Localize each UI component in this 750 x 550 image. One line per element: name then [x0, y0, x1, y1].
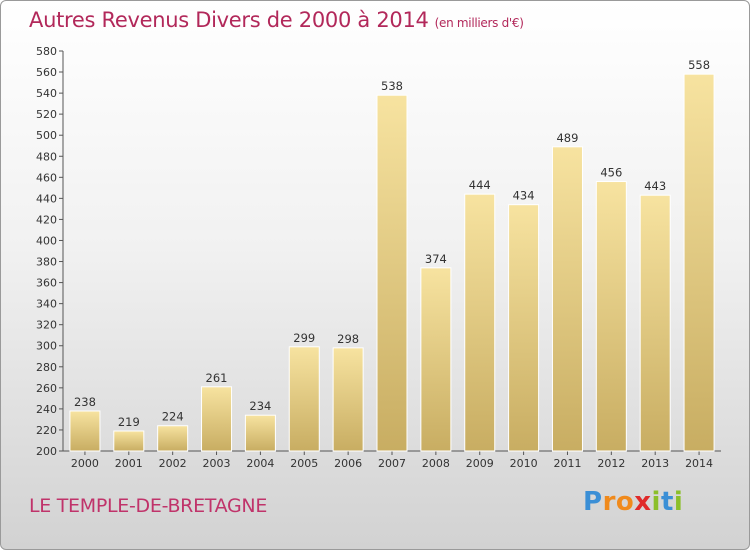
data-label-2011: 489 [556, 131, 578, 145]
bar-2009 [464, 193, 496, 452]
data-label-2000: 238 [74, 395, 96, 409]
x-tick-label: 2009 [466, 457, 494, 470]
logo-letter: i [651, 487, 661, 517]
y-tick-label: 300 [36, 340, 57, 353]
y-tick-label: 340 [36, 298, 57, 311]
y-tick-label: 420 [36, 213, 57, 226]
y-tick-label: 520 [36, 108, 57, 121]
x-tick-label: 2008 [422, 457, 450, 470]
logo-letter: i [673, 487, 684, 517]
x-tick-label: 2013 [641, 457, 669, 470]
y-tick-label: 380 [36, 256, 57, 269]
logo-letter: r [602, 487, 616, 517]
data-label-2013: 443 [644, 179, 666, 193]
data-label-2006: 298 [337, 332, 359, 346]
x-tick-label: 2011 [553, 457, 581, 470]
y-tick-label: 400 [36, 234, 57, 247]
axes: 200 220 240 260 280 300 320 340 360 380 400 420 440 4… [36, 45, 721, 470]
data-label-2003: 261 [206, 371, 228, 385]
unit-text: (en milliers d'€) [434, 16, 524, 30]
y-tick-label: 440 [36, 192, 57, 205]
x-tick-label: 2002 [159, 457, 187, 470]
x-tick-label: 2006 [334, 457, 362, 470]
data-label-2005: 299 [293, 331, 315, 345]
bar-2013 [639, 194, 671, 452]
data-labels: 238 219 224 261 234 299 298 538 374 444 434 489 456 4… [74, 58, 710, 429]
bar-2011 [551, 146, 583, 452]
data-label-2010: 434 [513, 189, 535, 203]
y-tick-label: 500 [36, 129, 57, 142]
x-tick-label: 2007 [378, 457, 406, 470]
bar-2014 [683, 73, 715, 452]
y-tick-label: 240 [36, 403, 57, 416]
x-tick-label: 2003 [203, 457, 231, 470]
data-label-2012: 456 [600, 166, 622, 180]
bar-2005 [288, 346, 320, 452]
logo-letter: P [583, 487, 603, 517]
x-tick-label: 2001 [115, 457, 143, 470]
bar-2008 [420, 267, 452, 452]
data-label-2008: 374 [425, 252, 447, 266]
bar-2012 [595, 181, 627, 452]
proxiti-logo: Proxiti [583, 487, 683, 517]
bar-2002 [157, 425, 189, 452]
x-tick-label: 2012 [597, 457, 625, 470]
data-label-2002: 224 [162, 410, 184, 424]
bar-2007 [376, 94, 408, 452]
y-tick-label: 560 [36, 66, 57, 79]
x-tick-label: 2010 [510, 457, 538, 470]
bar-2003 [201, 386, 233, 452]
logo-letter: x [634, 487, 652, 517]
bar-2001 [113, 430, 145, 452]
y-tick-label: 280 [36, 361, 57, 374]
logo-letter: o [615, 487, 635, 517]
chart-title: Autres Revenus Divers de 2000 à 2014 (en … [29, 8, 524, 32]
y-tick-label: 540 [36, 87, 57, 100]
x-tick-label: 2000 [71, 457, 99, 470]
place-name: LE TEMPLE-DE-BRETAGNE [29, 495, 268, 517]
bars [69, 73, 715, 452]
data-label-2001: 219 [118, 415, 140, 429]
bar-2010 [508, 204, 540, 452]
bar-2004 [244, 414, 276, 452]
x-tick-label: 2014 [685, 457, 713, 470]
y-tick-label: 480 [36, 150, 57, 163]
y-tick-label: 200 [36, 445, 57, 458]
bar-2006 [332, 347, 364, 452]
y-tick-label: 580 [36, 45, 57, 58]
data-label-2004: 234 [249, 399, 271, 413]
y-tick-label: 320 [36, 319, 57, 332]
data-label-2014: 558 [688, 58, 710, 72]
data-label-2009: 444 [469, 178, 491, 192]
logo-letter: t [660, 487, 674, 517]
x-tick-label: 2004 [246, 457, 274, 470]
y-tick-label: 460 [36, 171, 57, 184]
y-tick-label: 260 [36, 382, 57, 395]
data-label-2007: 538 [381, 79, 403, 93]
y-tick-label: 220 [36, 424, 57, 437]
title-text: Autres Revenus Divers de 2000 à 2014 [29, 8, 429, 32]
y-tick-label: 360 [36, 277, 57, 290]
x-tick-label: 2005 [290, 457, 318, 470]
bar-2000 [69, 410, 101, 452]
